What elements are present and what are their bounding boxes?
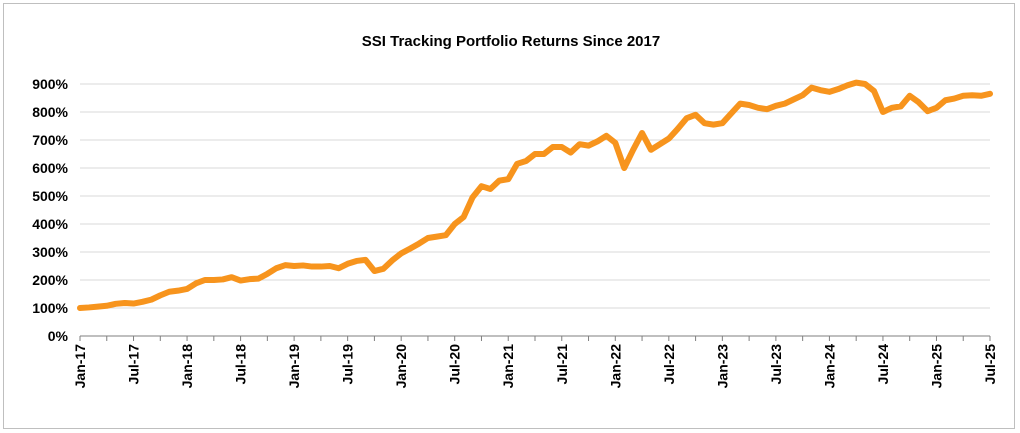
x-tick-label: Jan-22 [607, 344, 623, 389]
series-line-0 [77, 79, 993, 311]
x-tick-label: Nov-25 [1018, 344, 1020, 391]
axes [79, 335, 991, 341]
x-tick-label: Jan-18 [179, 344, 195, 389]
x-tick-label: Jul-25 [982, 344, 998, 385]
x-tick-label: Jul-20 [447, 344, 463, 385]
y-tick-label: 400% [32, 216, 68, 232]
chart-title: SSI Tracking Portfolio Returns Since 201… [362, 33, 660, 50]
chart-frame [3, 3, 1015, 429]
y-tick-label: 600% [32, 160, 68, 176]
y-tick-label: 800% [32, 104, 68, 120]
y-tick-label: 700% [32, 132, 68, 148]
y-axis-ticks: 0% 100% 200% 300% 400% 500% 600% 700% 800% 900% [32, 76, 68, 344]
y-tick-label: 900% [32, 76, 68, 92]
x-tick-label: Jan-23 [714, 344, 730, 389]
x-tick-label: Jan-25 [928, 344, 944, 389]
y-tick-label: 200% [32, 272, 68, 288]
x-axis-ticks: Jan-17 Jul-17 Jan-18 Jul-18 Jan-19 Jul-19 Jan-… [72, 344, 1020, 391]
x-tick-label: Jan-17 [72, 344, 88, 389]
y-tick-label: 300% [32, 244, 68, 260]
series-layer [77, 79, 993, 311]
x-tick-label: Jan-21 [500, 344, 516, 389]
x-tick-label: Jul-24 [875, 344, 891, 385]
x-tick-label: Jul-19 [340, 344, 356, 385]
x-tick-label: Jan-20 [393, 344, 409, 389]
x-tick-label: Jul-17 [126, 344, 142, 385]
x-tick-label: Jul-22 [661, 344, 677, 385]
x-tick-label: Jul-18 [233, 344, 249, 385]
x-tick-label: Jul-23 [768, 344, 784, 385]
x-tick-label: Jan-19 [286, 344, 302, 389]
x-tick-label: Jul-21 [554, 344, 570, 385]
y-tick-label: 0% [48, 328, 69, 344]
gridlines [80, 83, 990, 309]
y-tick-label: 500% [32, 188, 68, 204]
y-tick-label: 100% [32, 300, 68, 316]
x-tick-label: Jan-24 [821, 344, 837, 389]
